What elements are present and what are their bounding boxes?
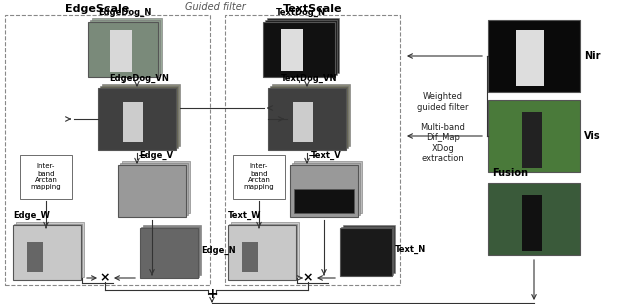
Bar bbox=[343, 225, 395, 273]
Bar bbox=[122, 161, 190, 213]
Text: EdgeScale: EdgeScale bbox=[65, 4, 130, 14]
Bar bbox=[231, 222, 299, 277]
Bar bbox=[98, 88, 176, 150]
Bar bbox=[233, 155, 285, 199]
Text: −: − bbox=[308, 150, 318, 163]
Bar bbox=[92, 18, 162, 73]
Bar bbox=[100, 86, 178, 148]
Text: TextDog_N: TextDog_N bbox=[276, 8, 326, 17]
Bar bbox=[123, 102, 143, 142]
Bar bbox=[268, 88, 346, 150]
Text: −: − bbox=[138, 150, 148, 163]
Bar bbox=[267, 18, 339, 73]
Bar bbox=[229, 224, 297, 279]
Bar bbox=[120, 163, 188, 215]
Bar bbox=[340, 228, 392, 276]
Bar bbox=[225, 15, 400, 285]
Bar bbox=[516, 30, 544, 86]
Bar bbox=[143, 225, 201, 275]
Text: Fusion: Fusion bbox=[492, 168, 528, 178]
Bar bbox=[90, 20, 160, 75]
Bar bbox=[14, 224, 82, 279]
Text: ×: × bbox=[100, 271, 110, 285]
Bar bbox=[27, 242, 43, 272]
Text: +: + bbox=[206, 287, 218, 301]
Bar bbox=[522, 195, 542, 251]
Text: Nir: Nir bbox=[584, 51, 600, 61]
Text: EdgeDog_N: EdgeDog_N bbox=[99, 8, 152, 17]
Bar bbox=[141, 227, 199, 277]
Bar bbox=[20, 155, 72, 199]
Text: TextDog_VN: TextDog_VN bbox=[281, 74, 337, 83]
Text: TextScale: TextScale bbox=[283, 4, 342, 14]
Bar bbox=[242, 242, 258, 272]
Text: Guided filter: Guided filter bbox=[184, 2, 245, 12]
Text: Edge_W: Edge_W bbox=[13, 211, 50, 220]
Text: Inter-
band
Arctan
mapping: Inter- band Arctan mapping bbox=[31, 164, 61, 191]
Bar bbox=[294, 189, 354, 213]
Bar bbox=[5, 15, 210, 285]
Bar bbox=[281, 29, 303, 71]
Bar bbox=[118, 165, 186, 217]
Bar bbox=[272, 84, 350, 146]
Bar bbox=[488, 183, 580, 255]
Bar bbox=[522, 112, 542, 168]
Text: Multi-band
Dif_Map
XDog
extraction: Multi-band Dif_Map XDog extraction bbox=[420, 123, 465, 163]
Bar bbox=[488, 20, 580, 92]
Bar bbox=[263, 22, 335, 77]
Bar bbox=[88, 22, 158, 77]
Bar bbox=[265, 20, 337, 75]
Bar bbox=[228, 225, 296, 280]
Bar bbox=[294, 161, 362, 213]
Text: Edge_N: Edge_N bbox=[201, 245, 236, 254]
Text: EdgeDog_VN: EdgeDog_VN bbox=[109, 74, 169, 83]
Bar bbox=[102, 84, 180, 146]
Bar bbox=[293, 102, 313, 142]
Text: Text_W: Text_W bbox=[228, 211, 262, 220]
Bar bbox=[341, 227, 393, 275]
Bar bbox=[13, 225, 81, 280]
Text: Text_N: Text_N bbox=[395, 244, 426, 254]
Bar bbox=[110, 30, 132, 72]
Bar bbox=[292, 163, 360, 215]
Text: Vis: Vis bbox=[584, 131, 600, 141]
Text: Weighted
guided filter: Weighted guided filter bbox=[417, 92, 468, 112]
Bar bbox=[290, 165, 358, 217]
Bar bbox=[16, 222, 84, 277]
Bar bbox=[270, 86, 348, 148]
Text: Edge_V: Edge_V bbox=[139, 151, 173, 160]
Bar bbox=[140, 228, 198, 278]
Text: Inter-
band
Arctan
mapping: Inter- band Arctan mapping bbox=[244, 164, 275, 191]
Text: ×: × bbox=[303, 271, 313, 285]
Bar bbox=[488, 100, 580, 172]
Text: Text_V: Text_V bbox=[310, 151, 341, 160]
